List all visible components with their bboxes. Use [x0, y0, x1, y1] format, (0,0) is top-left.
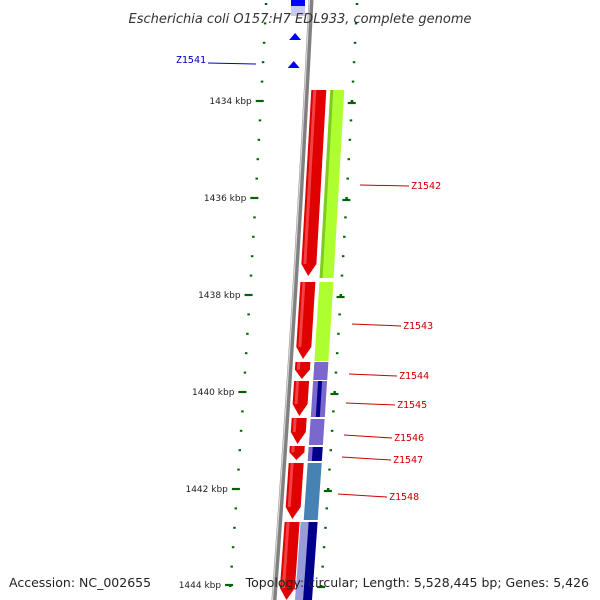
ruler-labels: 1434 kbp 1436 kbp 1438 kbp 1440 kbp 1442 kbp…	[179, 97, 252, 591]
ruler-ticks	[225, 3, 359, 589]
reverse-cds-arrow-1[interactable]	[289, 33, 302, 40]
kbp-label: 1444 kbp	[179, 581, 222, 591]
gene-leader-line	[341, 456, 392, 461]
cds-arrow-2[interactable]	[296, 282, 316, 359]
accession-label: Accession: NC_002655	[9, 575, 151, 590]
cog-band-6-edge[interactable]	[307, 447, 313, 461]
cds-arrow-1-highlight	[303, 90, 317, 264]
cds-arrow-2-highlight	[298, 282, 306, 347]
kbp-label: 1442 kbp	[185, 485, 228, 495]
gene-label-z1543[interactable]: Z1543	[403, 321, 433, 332]
cog-band-8b[interactable]	[303, 522, 318, 600]
gene-label-z1541[interactable]: Z1541	[176, 55, 206, 66]
topology-label: Topology: circular; Length: 5,528,445 bp…	[245, 575, 589, 590]
cds-arrow-3-highlight	[296, 362, 301, 370]
gene-label-z1547[interactable]: Z1547	[393, 455, 423, 466]
cds-arrow-5-highlight	[292, 418, 297, 432]
cog-band-3[interactable]	[313, 362, 329, 380]
cog-band-5[interactable]	[308, 419, 325, 445]
gene-label-z1544[interactable]: Z1544	[399, 371, 429, 382]
cog-band-8a[interactable]	[295, 522, 309, 600]
gene-leader-line	[359, 184, 410, 187]
gene-leader-line	[343, 434, 393, 439]
cds-arrow-8-highlight	[281, 522, 290, 588]
gene-leader-line	[348, 373, 398, 377]
gene-features	[279, 0, 327, 600]
reverse-cds-block[interactable]	[291, 0, 305, 7]
cog-band-4-inner[interactable]	[315, 381, 323, 417]
cds-arrow-6-highlight	[291, 446, 295, 453]
gene-leader-line	[351, 323, 402, 327]
gene-label-z1542[interactable]: Z1542	[411, 181, 441, 192]
gene-leader-line	[337, 493, 388, 498]
cds-arrow-7[interactable]	[285, 463, 304, 519]
kbp-label: 1438 kbp	[198, 291, 241, 301]
cog-band-2[interactable]	[314, 282, 334, 361]
gene-leader-line	[207, 62, 257, 65]
reverse-cds-arrow-2[interactable]	[287, 61, 300, 68]
genome-backbone-highlight	[271, 0, 311, 600]
cds-arrow-3[interactable]	[294, 362, 311, 379]
cds-arrow-7-highlight	[287, 463, 294, 507]
cog-category-track	[291, 6, 345, 600]
top-band	[291, 6, 305, 16]
kbp-label: 1434 kbp	[209, 97, 252, 107]
genome-backbone	[271, 0, 314, 600]
gene-labels: Z1541 Z1542 Z1543 Z1544 Z1545 Z1546 Z1547 Z1548	[176, 55, 441, 503]
cds-arrow-4-highlight	[294, 381, 300, 404]
kbp-label: 1440 kbp	[192, 388, 235, 398]
map-title: Escherichia coli O157:H7 EDL933, complet…	[129, 12, 472, 27]
gene-label-z1545[interactable]: Z1545	[397, 400, 427, 411]
gene-label-z1548[interactable]: Z1548	[389, 492, 419, 503]
cog-band-1[interactable]	[319, 90, 345, 278]
gene-leader-line	[345, 402, 396, 406]
cog-band-1-edge[interactable]	[319, 90, 334, 278]
kbp-label: 1436 kbp	[204, 194, 247, 204]
gene-label-z1546[interactable]: Z1546	[394, 433, 424, 444]
cog-band-7[interactable]	[303, 463, 322, 520]
